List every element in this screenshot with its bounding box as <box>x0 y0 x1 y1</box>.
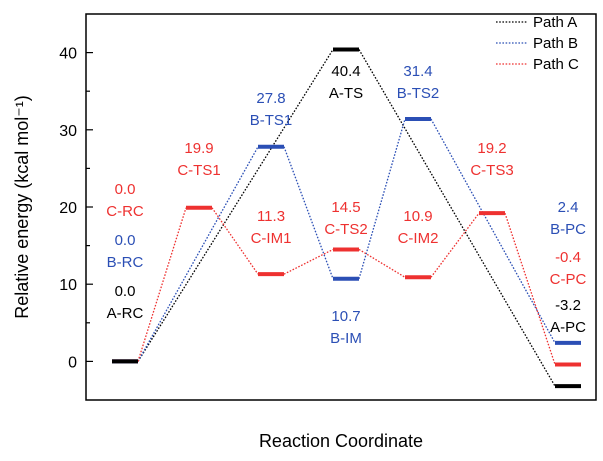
connector-path-a <box>358 49 556 387</box>
value-label-b-rc: 0.0 <box>115 232 136 249</box>
connector-path-b <box>283 146 334 280</box>
point-labels: 0.0 A-RC 40.4 A-TS -3.2 A-PC 0.0 B-RC 27.8 B-TS1 1… <box>106 63 586 347</box>
connector-path-b <box>430 118 556 344</box>
name-label-c-pc: C-PC <box>550 271 587 288</box>
legend-label: Path B <box>533 35 578 52</box>
connector-lines <box>137 49 556 387</box>
value-label-a-rc: 0.0 <box>115 283 136 300</box>
value-label-c-rc: 0.0 <box>115 181 136 198</box>
connector-path-c <box>504 212 556 365</box>
value-label-c-im1: 11.3 <box>257 208 285 225</box>
value-label-a-pc: -3.2 <box>555 297 581 314</box>
value-label-c-im2: 10.9 <box>403 208 432 225</box>
name-label-a-rc: A-RC <box>107 305 144 322</box>
value-label-c-ts1: 19.9 <box>184 140 213 157</box>
connector-path-c <box>283 248 334 275</box>
connector-path-b <box>358 118 406 279</box>
name-label-b-rc: B-RC <box>107 254 144 271</box>
value-label-b-ts2: 31.4 <box>403 63 432 80</box>
connector-path-c <box>137 207 187 362</box>
y-axis-ticks: 0 10 20 30 40 <box>59 46 93 371</box>
name-label-c-ts3: C-TS3 <box>470 162 513 179</box>
legend-label: Path A <box>533 14 577 31</box>
legend: Path A Path B Path C <box>496 14 579 73</box>
name-label-c-im2: C-IM2 <box>398 230 439 247</box>
connector-path-c <box>211 207 259 275</box>
y-tick-label: 40 <box>59 46 77 63</box>
value-label-c-ts3: 19.2 <box>477 140 506 157</box>
value-label-b-ts1: 27.8 <box>256 90 285 107</box>
name-label-c-ts2: C-TS2 <box>324 221 367 238</box>
x-axis-title: Reaction Coordinate <box>259 431 423 451</box>
name-label-b-ts2: B-TS2 <box>397 85 440 102</box>
name-label-a-pc: A-PC <box>550 319 586 336</box>
value-label-c-pc: -0.4 <box>555 249 581 266</box>
name-label-b-ts1: B-TS1 <box>250 112 293 129</box>
energy-levels <box>112 47 581 389</box>
connector-path-c <box>430 212 480 278</box>
value-label-b-im: 10.7 <box>331 308 360 325</box>
y-tick-label: 0 <box>68 354 77 371</box>
value-label-c-ts2: 14.5 <box>331 199 360 216</box>
value-label-a-ts: 40.4 <box>331 63 360 80</box>
name-label-b-pc: B-PC <box>550 221 586 238</box>
name-label-a-ts: A-TS <box>329 85 363 102</box>
name-label-c-rc: C-RC <box>106 203 144 220</box>
connector-path-b <box>137 146 259 362</box>
y-tick-label: 20 <box>59 200 77 217</box>
name-label-c-im1: C-IM1 <box>251 230 292 247</box>
y-tick-label: 30 <box>59 123 77 140</box>
name-label-c-ts1: C-TS1 <box>177 162 220 179</box>
legend-label: Path C <box>533 56 579 73</box>
name-label-b-im: B-IM <box>330 330 362 347</box>
value-label-b-pc: 2.4 <box>558 199 579 216</box>
connector-path-a <box>137 49 334 362</box>
connector-path-c <box>358 248 406 278</box>
y-axis-title: Relative energy (kcal mol⁻¹) <box>12 95 32 319</box>
y-tick-label: 10 <box>59 277 77 294</box>
